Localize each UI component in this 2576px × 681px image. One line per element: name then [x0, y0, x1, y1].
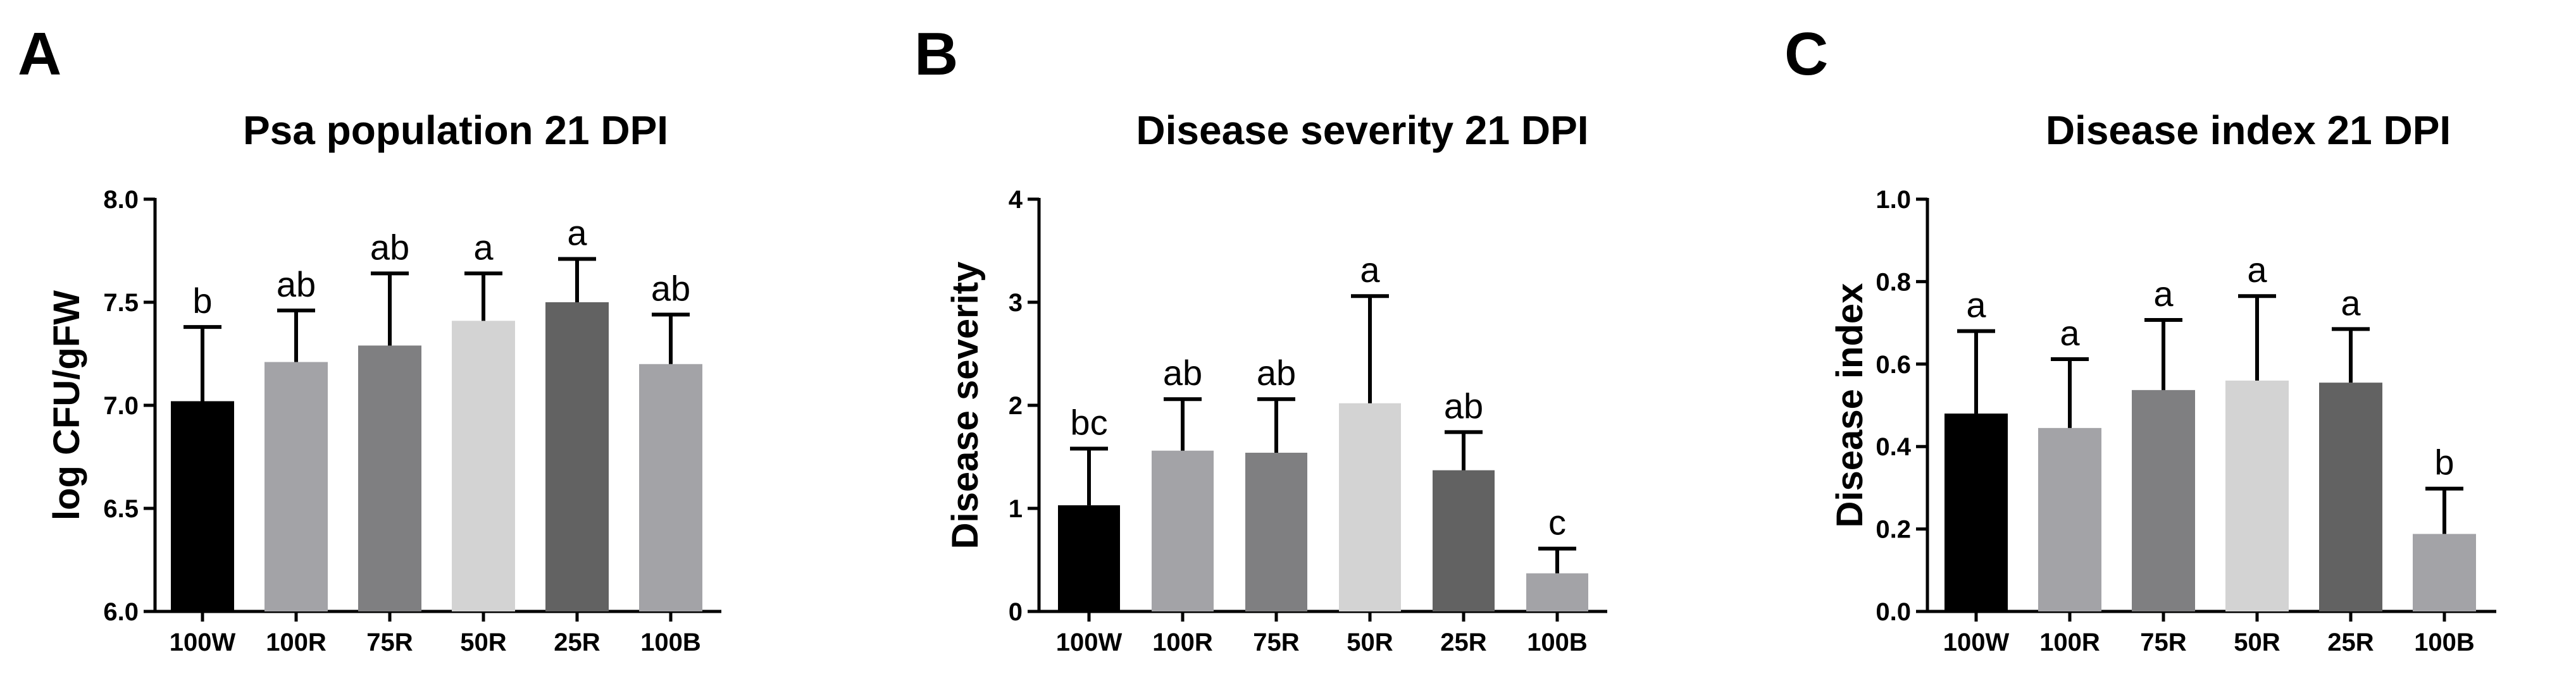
x-tick-label: 50R [1347, 629, 1393, 656]
chart-title: Disease index 21 DPI [2046, 107, 2451, 153]
y-axis-label: log CFU/gFW [46, 290, 87, 520]
significance-letter: a [1966, 285, 1986, 325]
bar-50r [2225, 380, 2289, 611]
y-tick-label: 0.4 [1876, 433, 1911, 461]
bar-25r [2319, 383, 2382, 611]
bar-100r [264, 362, 328, 611]
bar-100r [2038, 427, 2101, 611]
bar-75r [1245, 452, 1307, 611]
significance-letter: b [192, 281, 212, 321]
significance-letter: a [473, 227, 494, 267]
x-tick-label: 75R [2140, 629, 2186, 656]
bar-25r [1433, 470, 1495, 611]
panel-b: B Disease severity 21 DPI Disease severit… [914, 20, 1607, 656]
bar-50r [1339, 403, 1401, 611]
y-tick-label: 0.6 [1876, 351, 1911, 379]
panel-c: C Disease index 21 DPI Disease index 0.0 0.… [1784, 20, 2496, 656]
x-tick-label: 25R [1440, 629, 1486, 656]
y-tick-label: 1 [1009, 495, 1023, 523]
x-tick-label: 50R [460, 629, 506, 656]
x-tick-label: 100R [1152, 629, 1213, 656]
significance-letter: a [2341, 283, 2361, 322]
significance-letter: ab [277, 264, 316, 304]
y-tick-label: 8.0 [103, 186, 139, 214]
significance-letter: a [2247, 250, 2267, 290]
y-tick-label: 6.5 [103, 495, 139, 523]
bar-75r [358, 345, 421, 611]
x-tick-label: 25R [554, 629, 600, 656]
x-tick-label: 100R [2039, 629, 2100, 656]
significance-letter: ab [1257, 353, 1296, 393]
bar-100w [1944, 414, 2008, 611]
significance-letter: ab [651, 269, 690, 309]
bar-50r [452, 321, 515, 611]
x-tick-label: 100B [1527, 629, 1588, 656]
significance-letter: a [2060, 313, 2080, 353]
x-tick-label: 100W [1943, 629, 2010, 656]
chart-title: Disease severity 21 DPI [1136, 107, 1588, 153]
bar-100r [1152, 450, 1214, 611]
x-tick-label: 100B [640, 629, 701, 656]
x-tick-label: 100B [2414, 629, 2475, 656]
panel-a: A Psa population 21 DPI log CFU/gFW 6.0 6.5… [18, 20, 721, 656]
bar-25r [545, 302, 609, 611]
y-tick-label: 0.0 [1876, 598, 1911, 626]
y-axis-label: Disease severity [945, 262, 986, 549]
significance-letter: c [1548, 503, 1566, 543]
y-tick-label: 6.0 [103, 598, 139, 626]
significance-letter: a [2153, 274, 2174, 314]
panel-letter-b: B [914, 20, 958, 88]
x-tick-label: 100W [1056, 629, 1123, 656]
chart-title: Psa population 21 DPI [243, 107, 668, 153]
x-tick-label: 75R [1253, 629, 1299, 656]
bar-100b [639, 364, 702, 611]
panel-letter-a: A [18, 20, 61, 88]
bar-75r [2132, 390, 2195, 611]
x-tick-label: 25R [2327, 629, 2374, 656]
significance-letter: ab [370, 227, 409, 267]
y-tick-label: 7.5 [103, 289, 139, 317]
bar-100w [171, 401, 234, 611]
y-tick-label: 1.0 [1876, 186, 1911, 214]
significance-letter: b [2434, 443, 2454, 482]
bar-100b [2413, 534, 2476, 611]
panel-letter-c: C [1784, 20, 1828, 88]
x-tick-label: 75R [366, 629, 413, 656]
y-tick-label: 3 [1009, 289, 1023, 317]
significance-letter: bc [1070, 402, 1107, 442]
significance-letter: ab [1163, 353, 1202, 393]
y-tick-label: 4 [1009, 186, 1023, 214]
significance-letter: a [1360, 250, 1380, 290]
bar-100b [1526, 573, 1588, 611]
significance-letter: a [567, 213, 587, 253]
y-tick-label: 7.0 [103, 392, 139, 420]
x-tick-label: 100R [266, 629, 327, 656]
y-tick-label: 0 [1009, 598, 1023, 626]
y-tick-label: 0.8 [1876, 268, 1911, 296]
y-axis-label: Disease index [1829, 283, 1870, 528]
significance-letter: ab [1444, 386, 1483, 426]
y-tick-label: 2 [1009, 392, 1023, 420]
x-tick-label: 50R [2234, 629, 2280, 656]
y-tick-label: 0.2 [1876, 516, 1911, 544]
bar-100w [1058, 505, 1120, 611]
x-tick-label: 100W [170, 629, 236, 656]
